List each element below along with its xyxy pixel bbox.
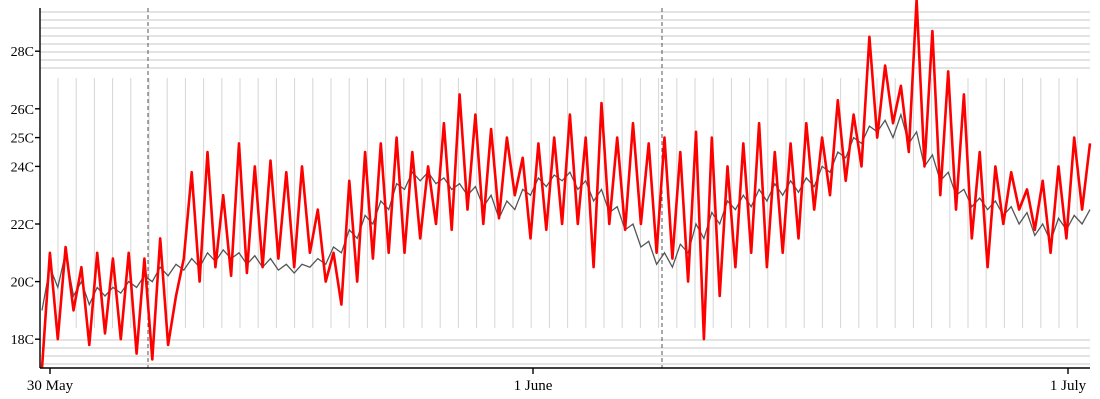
y-tick-label: 22C	[11, 218, 34, 233]
x-tick-label: 30 May	[27, 378, 74, 394]
series-line-red	[40, 0, 1092, 369]
y-tick-label: 25C	[11, 132, 34, 147]
y-tick-label: 24C	[11, 160, 34, 175]
x-tick-labels: 30 May 1 June 1 July	[27, 368, 1087, 394]
y-tick-label: 18C	[11, 333, 34, 348]
y-tick-label: 26C	[11, 103, 34, 118]
y-tick-label: 28C	[11, 45, 34, 60]
series-group	[40, 0, 1092, 369]
x-tick-label: 1 July	[1050, 378, 1087, 394]
x-tick-label: 1 June	[514, 378, 553, 394]
y-tick-labels: 18C 20C 22C 24C 25C 26C 28C	[11, 45, 40, 348]
grid	[40, 8, 1090, 368]
y-tick-label: 20C	[11, 276, 34, 291]
axes	[39, 8, 1090, 369]
